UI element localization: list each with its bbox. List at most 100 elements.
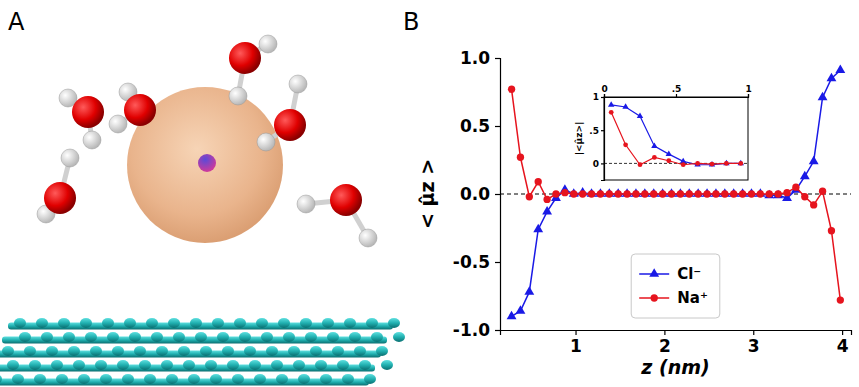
sheet-atom xyxy=(14,318,26,328)
data-point xyxy=(597,190,604,197)
sheet-atom xyxy=(166,374,178,384)
data-point xyxy=(800,171,810,180)
sheet-atom xyxy=(344,318,356,328)
hydrogen-atom xyxy=(297,195,315,213)
tick: 0 xyxy=(593,159,604,169)
data-point xyxy=(508,86,515,93)
data-point xyxy=(650,190,657,197)
sheet-atom xyxy=(46,346,58,356)
sheet-atom xyxy=(376,346,388,356)
hydrogen-atom xyxy=(61,149,79,167)
sheet-atom xyxy=(256,318,268,328)
sheet-atom xyxy=(315,360,327,370)
legend-swatch-marker xyxy=(651,294,658,301)
data-point xyxy=(569,188,579,197)
tick: 0.0 xyxy=(460,184,500,204)
panel-a xyxy=(0,35,405,386)
data-point xyxy=(667,188,677,197)
data-point xyxy=(686,190,693,197)
sheet-atom xyxy=(173,332,185,342)
data-point xyxy=(561,189,568,196)
data-point xyxy=(724,161,729,166)
tick-label: .5 xyxy=(672,84,682,94)
data-point xyxy=(693,188,703,197)
sheet-atom xyxy=(322,318,334,328)
sheet-atom xyxy=(320,374,332,384)
data-point xyxy=(608,101,614,107)
data-point xyxy=(517,154,524,161)
sheet-atom xyxy=(222,346,234,356)
sheet-atom xyxy=(232,374,244,384)
data-point xyxy=(631,188,641,197)
sheet-atom xyxy=(249,360,261,370)
sheet-atom xyxy=(227,360,239,370)
y-axis-title: |<μ̂z>| xyxy=(574,122,584,156)
sheet-atom xyxy=(393,332,405,342)
data-point xyxy=(641,190,648,197)
sheet-atom xyxy=(78,374,90,384)
axis-line xyxy=(601,98,605,181)
sheet-atom xyxy=(234,318,246,328)
sheet-atom xyxy=(266,346,278,356)
oxygen-atom xyxy=(229,42,261,74)
data-point xyxy=(792,184,799,191)
hydrogen-atom xyxy=(289,75,307,93)
hydrogen-atom xyxy=(257,133,275,151)
tick-label: 1 xyxy=(570,336,582,356)
data-point xyxy=(681,162,686,167)
data-point xyxy=(543,196,550,203)
data-point xyxy=(535,178,542,185)
tick-mark xyxy=(842,330,843,335)
data-point xyxy=(729,188,739,197)
data-point xyxy=(712,190,719,197)
ion-core xyxy=(198,154,216,172)
data-point xyxy=(694,161,700,167)
tick-label: 3 xyxy=(748,336,760,356)
tick: 0.5 xyxy=(460,116,500,136)
figure: AB1234-1.0-0.50.00.51.0z (nm)< μ̂z >Cl⁻N… xyxy=(0,0,859,387)
data-point xyxy=(609,110,614,115)
axis-line xyxy=(501,331,852,336)
sheet-atom xyxy=(283,332,295,342)
tick-mark xyxy=(495,58,500,59)
x-axis-title: z (nm) xyxy=(640,356,709,378)
data-point xyxy=(516,305,526,314)
sheet-atom xyxy=(188,374,200,384)
sheet-atom xyxy=(63,332,75,342)
hydrogen-atom xyxy=(109,115,127,133)
data-point xyxy=(637,113,643,119)
sheet-atom xyxy=(271,360,283,370)
data-point xyxy=(666,158,671,163)
sheet-atom xyxy=(298,374,310,384)
data-point xyxy=(623,190,630,197)
plot-background xyxy=(604,97,748,180)
sheet-atom xyxy=(122,374,134,384)
tick-label: 2 xyxy=(659,336,671,356)
hydrogen-atom xyxy=(83,131,101,149)
tick: 1 xyxy=(570,330,582,356)
sheet-atom xyxy=(124,318,136,328)
sheet-atom xyxy=(388,318,400,328)
plot-area xyxy=(604,101,748,167)
tick-mark xyxy=(495,262,500,263)
data-point xyxy=(695,190,702,197)
tick-label: .5 xyxy=(589,126,599,136)
sheet-atom xyxy=(381,360,393,370)
data-point xyxy=(827,73,837,82)
data-point xyxy=(570,190,577,197)
data-point xyxy=(828,227,835,234)
tick-mark xyxy=(601,97,604,98)
sheet-atom xyxy=(85,332,97,342)
data-point xyxy=(711,188,721,197)
sheet-atom xyxy=(129,332,141,342)
water-molecule xyxy=(257,75,307,151)
data-point xyxy=(710,162,715,167)
data-point xyxy=(703,190,710,197)
data-point xyxy=(542,206,552,215)
water-molecule xyxy=(109,83,156,133)
data-point xyxy=(668,190,675,197)
tick: 4 xyxy=(837,330,849,356)
sheet-atom xyxy=(0,374,2,384)
data-point xyxy=(835,65,845,74)
water-molecule xyxy=(229,35,277,105)
